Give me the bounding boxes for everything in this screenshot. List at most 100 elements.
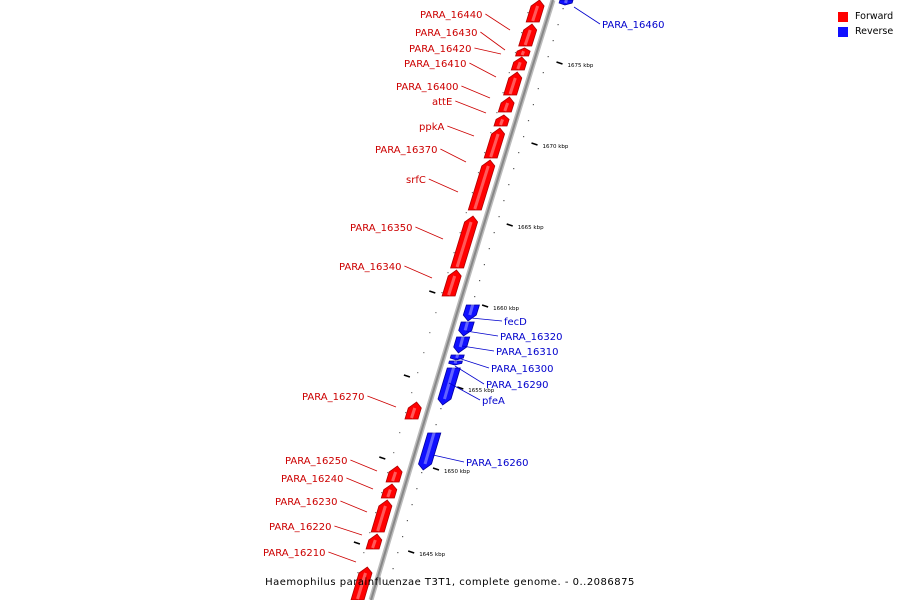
minor-tick-dot — [488, 248, 490, 250]
gene-label-connector — [328, 551, 357, 563]
minor-tick-dot — [392, 568, 394, 570]
minor-tick-dot — [465, 212, 467, 214]
minor-tick-dot — [483, 264, 485, 266]
gene-arrow-para-16290[interactable] — [448, 360, 463, 366]
gene-arrow-srfc[interactable] — [467, 159, 496, 211]
gene-para-16430[interactable] — [518, 23, 538, 47]
gene-arrow-para-16240[interactable] — [380, 483, 398, 499]
gene-arrow-para-16300[interactable] — [449, 354, 465, 361]
legend-label-reverse: Reverse — [855, 26, 894, 37]
minor-tick-dot — [411, 504, 413, 506]
gene-arrow-para-16260[interactable] — [418, 432, 442, 471]
scale-tick-mark — [429, 290, 436, 294]
gene-arrow-atte[interactable] — [497, 96, 515, 113]
gene-arrow-para-16370[interactable] — [483, 127, 506, 159]
minor-tick-dot — [429, 332, 431, 334]
gene-arrow-para-16460[interactable] — [558, 0, 574, 6]
backbone-line — [370, 0, 554, 601]
scale-ticks: 1645 kbp 1650 kbp 1655 kbp 1660 kbp 1665 kbp… — [353, 61, 594, 558]
gene-label-fecd: fecD — [504, 317, 527, 328]
gene-label-para-16310: PARA_16310 — [496, 347, 558, 358]
gene-label-para-16260: PARA_16260 — [466, 458, 528, 469]
gene-arrow-para-16250[interactable] — [385, 465, 403, 483]
gene-para-16440[interactable] — [525, 0, 545, 23]
minor-tick-dot — [542, 72, 544, 74]
gene-label-connector — [469, 62, 497, 78]
gene-highlight — [489, 133, 500, 158]
gene-highlight — [455, 221, 473, 268]
gene-para-16290[interactable] — [448, 359, 463, 366]
gene-para-16420[interactable] — [515, 47, 531, 57]
minor-tick-dot — [518, 152, 520, 154]
gene-features — [350, 0, 574, 601]
scale-tick-label: 1665 kbp — [518, 225, 544, 231]
gene-highlight — [516, 61, 522, 70]
scale-tick-mark — [457, 386, 464, 390]
gene-para-16270[interactable] — [404, 401, 422, 420]
gene-highlight — [447, 275, 457, 296]
gene-ppka[interactable] — [493, 114, 510, 127]
gene-label-connector — [573, 6, 601, 25]
gene-highlight — [356, 572, 367, 600]
gene-para-16460[interactable] — [558, 0, 574, 6]
gene-highlight — [531, 5, 540, 22]
minor-tick-dot — [375, 512, 377, 514]
minor-tick-dot — [417, 372, 419, 374]
minor-tick-dot — [416, 488, 418, 490]
gene-highlight — [564, 0, 568, 4]
gene-arrow-para-16230[interactable] — [370, 499, 393, 533]
minor-tick-dot — [435, 424, 437, 426]
gene-arrow-para-16340[interactable] — [441, 269, 462, 297]
gene-label-connector — [474, 47, 502, 55]
gene-para-16310[interactable] — [453, 335, 471, 354]
gene-para-16320[interactable] — [458, 320, 475, 337]
gene-arrow-para-16270[interactable] — [404, 401, 422, 420]
legend-item-reverse: Reverse — [838, 24, 893, 39]
gene-arrow-para-16410[interactable] — [510, 56, 528, 71]
minor-tick-dot — [477, 172, 480, 174]
minor-tick-dot — [503, 200, 505, 202]
gene-highlight — [473, 165, 490, 210]
gene-para-16350[interactable] — [450, 215, 479, 269]
gene-atte[interactable] — [497, 96, 515, 113]
minor-tick-dot — [523, 136, 525, 138]
minor-tick-dot — [513, 168, 515, 170]
gene-arrow-para-16350[interactable] — [450, 215, 479, 269]
gene-arrow-para-16220[interactable] — [365, 533, 383, 550]
gene-highlight — [520, 50, 525, 56]
gene-arrow-para-16420[interactable] — [515, 47, 531, 57]
minor-tick-dot — [537, 88, 539, 90]
gene-para-16400[interactable] — [503, 71, 523, 96]
gene-highlight — [463, 320, 470, 331]
gene-arrow-para-16400[interactable] — [503, 71, 523, 96]
gene-para-16230[interactable] — [370, 499, 393, 533]
gene-arrow-ppka[interactable] — [493, 114, 510, 127]
gene-srfc[interactable] — [467, 159, 496, 211]
scale-tick-mark — [481, 304, 489, 308]
gene-para-16340[interactable] — [441, 269, 462, 297]
gene-highlight — [391, 471, 398, 482]
minor-tick-dot — [527, 12, 529, 14]
gene-para-16220[interactable] — [365, 533, 383, 550]
scale-tick-mark — [403, 374, 411, 378]
gene-para-16250[interactable] — [385, 465, 403, 483]
gene-para-16370[interactable] — [483, 127, 506, 159]
gene-arrow-para-16310[interactable] — [453, 336, 471, 354]
gene-para-16240[interactable] — [380, 483, 398, 499]
gene-label-connector — [461, 85, 491, 99]
minor-tick-dot — [471, 192, 473, 194]
gene-para-16410[interactable] — [510, 56, 528, 71]
gene-arrow-para-16320[interactable] — [458, 321, 475, 337]
minor-tick-dot — [357, 572, 359, 574]
minor-tick-dot — [402, 536, 404, 538]
gene-para-16260[interactable] — [418, 431, 442, 471]
gene-arrow-para-16430[interactable] — [518, 23, 538, 47]
gene-para-16300[interactable] — [449, 353, 465, 361]
gene-arrow-para-16440[interactable] — [525, 0, 545, 23]
gene-label-connector — [340, 500, 368, 513]
gene-label-connector — [428, 178, 459, 193]
minor-tick-dot — [406, 520, 408, 522]
backbone — [368, 0, 556, 601]
